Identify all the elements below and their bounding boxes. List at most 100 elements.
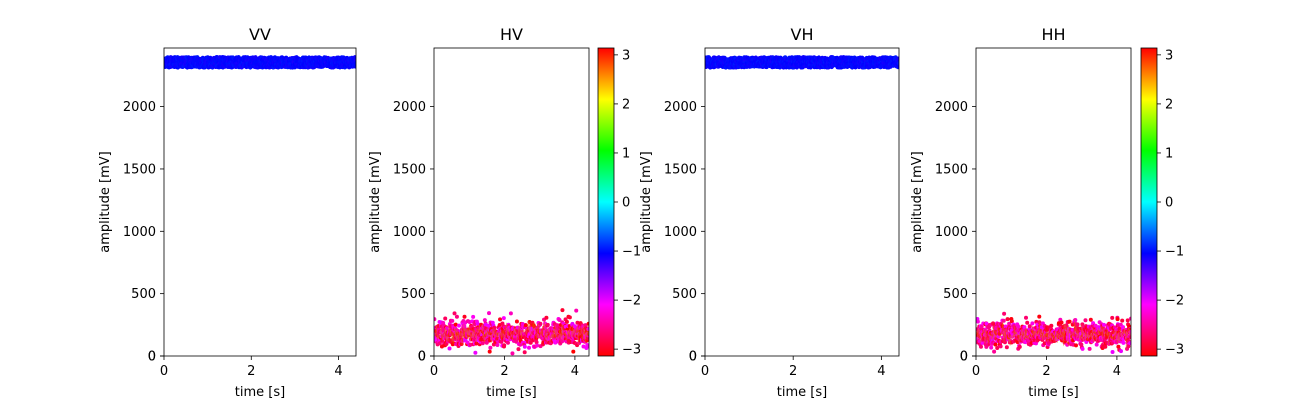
data-point xyxy=(474,341,479,346)
data-point xyxy=(499,339,504,344)
y-tick-label: 1500 xyxy=(393,162,426,177)
y-tick-label: 0 xyxy=(418,350,426,365)
data-point xyxy=(1087,346,1092,351)
subplot-title: HV xyxy=(500,25,523,44)
colorbar-tick-label: −3 xyxy=(622,343,641,358)
data-point xyxy=(1110,315,1115,320)
data-point xyxy=(508,311,513,316)
data-point xyxy=(523,323,528,328)
y-tick-label: 1500 xyxy=(935,162,968,177)
data-point xyxy=(491,342,496,347)
y-axis-label: amplitude [mV] xyxy=(639,151,654,253)
data-point xyxy=(993,342,998,347)
data-point xyxy=(1101,322,1106,327)
x-tick-label: 4 xyxy=(1113,364,1121,379)
x-tick-label: 4 xyxy=(877,364,885,379)
x-tick-label: 0 xyxy=(160,364,168,379)
data-point xyxy=(518,342,523,347)
data-point xyxy=(457,323,461,328)
data-point xyxy=(571,349,576,354)
y-tick-label: 0 xyxy=(960,350,968,365)
x-axis-label: time [s] xyxy=(1028,385,1078,400)
data-point xyxy=(1030,321,1035,326)
y-tick-label: 2000 xyxy=(393,100,426,115)
data-point xyxy=(1126,344,1131,349)
data-point xyxy=(544,315,549,320)
y-tick-label: 500 xyxy=(672,287,697,302)
data-point xyxy=(557,318,562,323)
data-point xyxy=(976,319,980,324)
x-tick-label: 0 xyxy=(972,364,980,379)
colorbar-tick-label: 2 xyxy=(622,97,630,112)
colorbar-tick-label: −1 xyxy=(622,245,641,260)
colorbar: 3 2 1 0 −1 −2 −3 xyxy=(1140,47,1184,358)
data-point xyxy=(586,321,589,326)
data-point xyxy=(353,61,356,66)
data-point xyxy=(1125,318,1130,323)
data-point xyxy=(567,315,572,320)
data-point xyxy=(896,61,899,66)
data-point xyxy=(1067,319,1072,324)
data-point xyxy=(1037,314,1042,319)
colorbar-tick-label: 0 xyxy=(1165,196,1173,211)
data-point xyxy=(574,308,579,313)
y-tick-label: 1000 xyxy=(664,225,697,240)
x-axis-label: time [s] xyxy=(486,385,536,400)
data-point xyxy=(487,349,492,354)
data-point xyxy=(437,341,442,346)
data-point xyxy=(538,321,543,326)
colorbar-gradient xyxy=(1140,47,1158,357)
data-point xyxy=(1094,342,1099,347)
data-point xyxy=(495,342,500,347)
data-point xyxy=(452,311,457,316)
data-point xyxy=(1129,316,1131,321)
colorbar: 3 2 1 0 −1 −2 −3 xyxy=(597,47,641,358)
colorbar-tick-label: 2 xyxy=(1165,97,1173,112)
data-point xyxy=(1080,346,1085,351)
subplot-title: HH xyxy=(1041,25,1065,44)
data-point xyxy=(1120,318,1125,323)
data-point xyxy=(516,347,521,352)
colorbar-tick-label: 3 xyxy=(1165,48,1173,63)
colorbar-tick-label: 1 xyxy=(622,146,630,161)
data-point xyxy=(1037,320,1042,325)
x-tick-label: 2 xyxy=(1042,364,1050,379)
data-point xyxy=(575,320,580,325)
scatter-points xyxy=(705,55,899,70)
data-point xyxy=(1116,344,1121,349)
data-point xyxy=(1110,349,1115,354)
x-axis-label: time [s] xyxy=(235,385,285,400)
data-point xyxy=(1119,349,1123,354)
y-tick-label: 0 xyxy=(148,350,156,365)
data-point xyxy=(1074,343,1078,348)
y-tick-label: 2000 xyxy=(935,100,968,115)
scatter-points xyxy=(434,308,589,356)
data-point xyxy=(1042,341,1047,346)
data-point xyxy=(482,318,487,323)
scatter-points xyxy=(976,311,1131,354)
data-point xyxy=(1001,318,1006,323)
data-point xyxy=(1049,323,1054,328)
data-point xyxy=(586,343,589,348)
data-point xyxy=(353,55,356,60)
data-point xyxy=(998,344,1003,349)
y-axis-label: amplitude [mV] xyxy=(368,151,383,253)
data-point xyxy=(1002,311,1007,316)
y-tick-label: 0 xyxy=(689,350,697,365)
data-point xyxy=(488,345,493,350)
y-axis-label: amplitude [mV] xyxy=(910,151,925,253)
data-point xyxy=(989,345,994,350)
data-point xyxy=(487,311,491,316)
y-tick-label: 2000 xyxy=(123,100,156,115)
data-point xyxy=(1004,345,1009,350)
data-point xyxy=(534,340,539,345)
data-point xyxy=(514,319,519,324)
data-point xyxy=(522,350,527,355)
y-tick-label: 2000 xyxy=(664,100,697,115)
x-tick-label: 2 xyxy=(789,364,797,379)
data-point xyxy=(992,349,997,354)
y-tick-label: 1000 xyxy=(123,225,156,240)
data-point xyxy=(583,323,588,328)
